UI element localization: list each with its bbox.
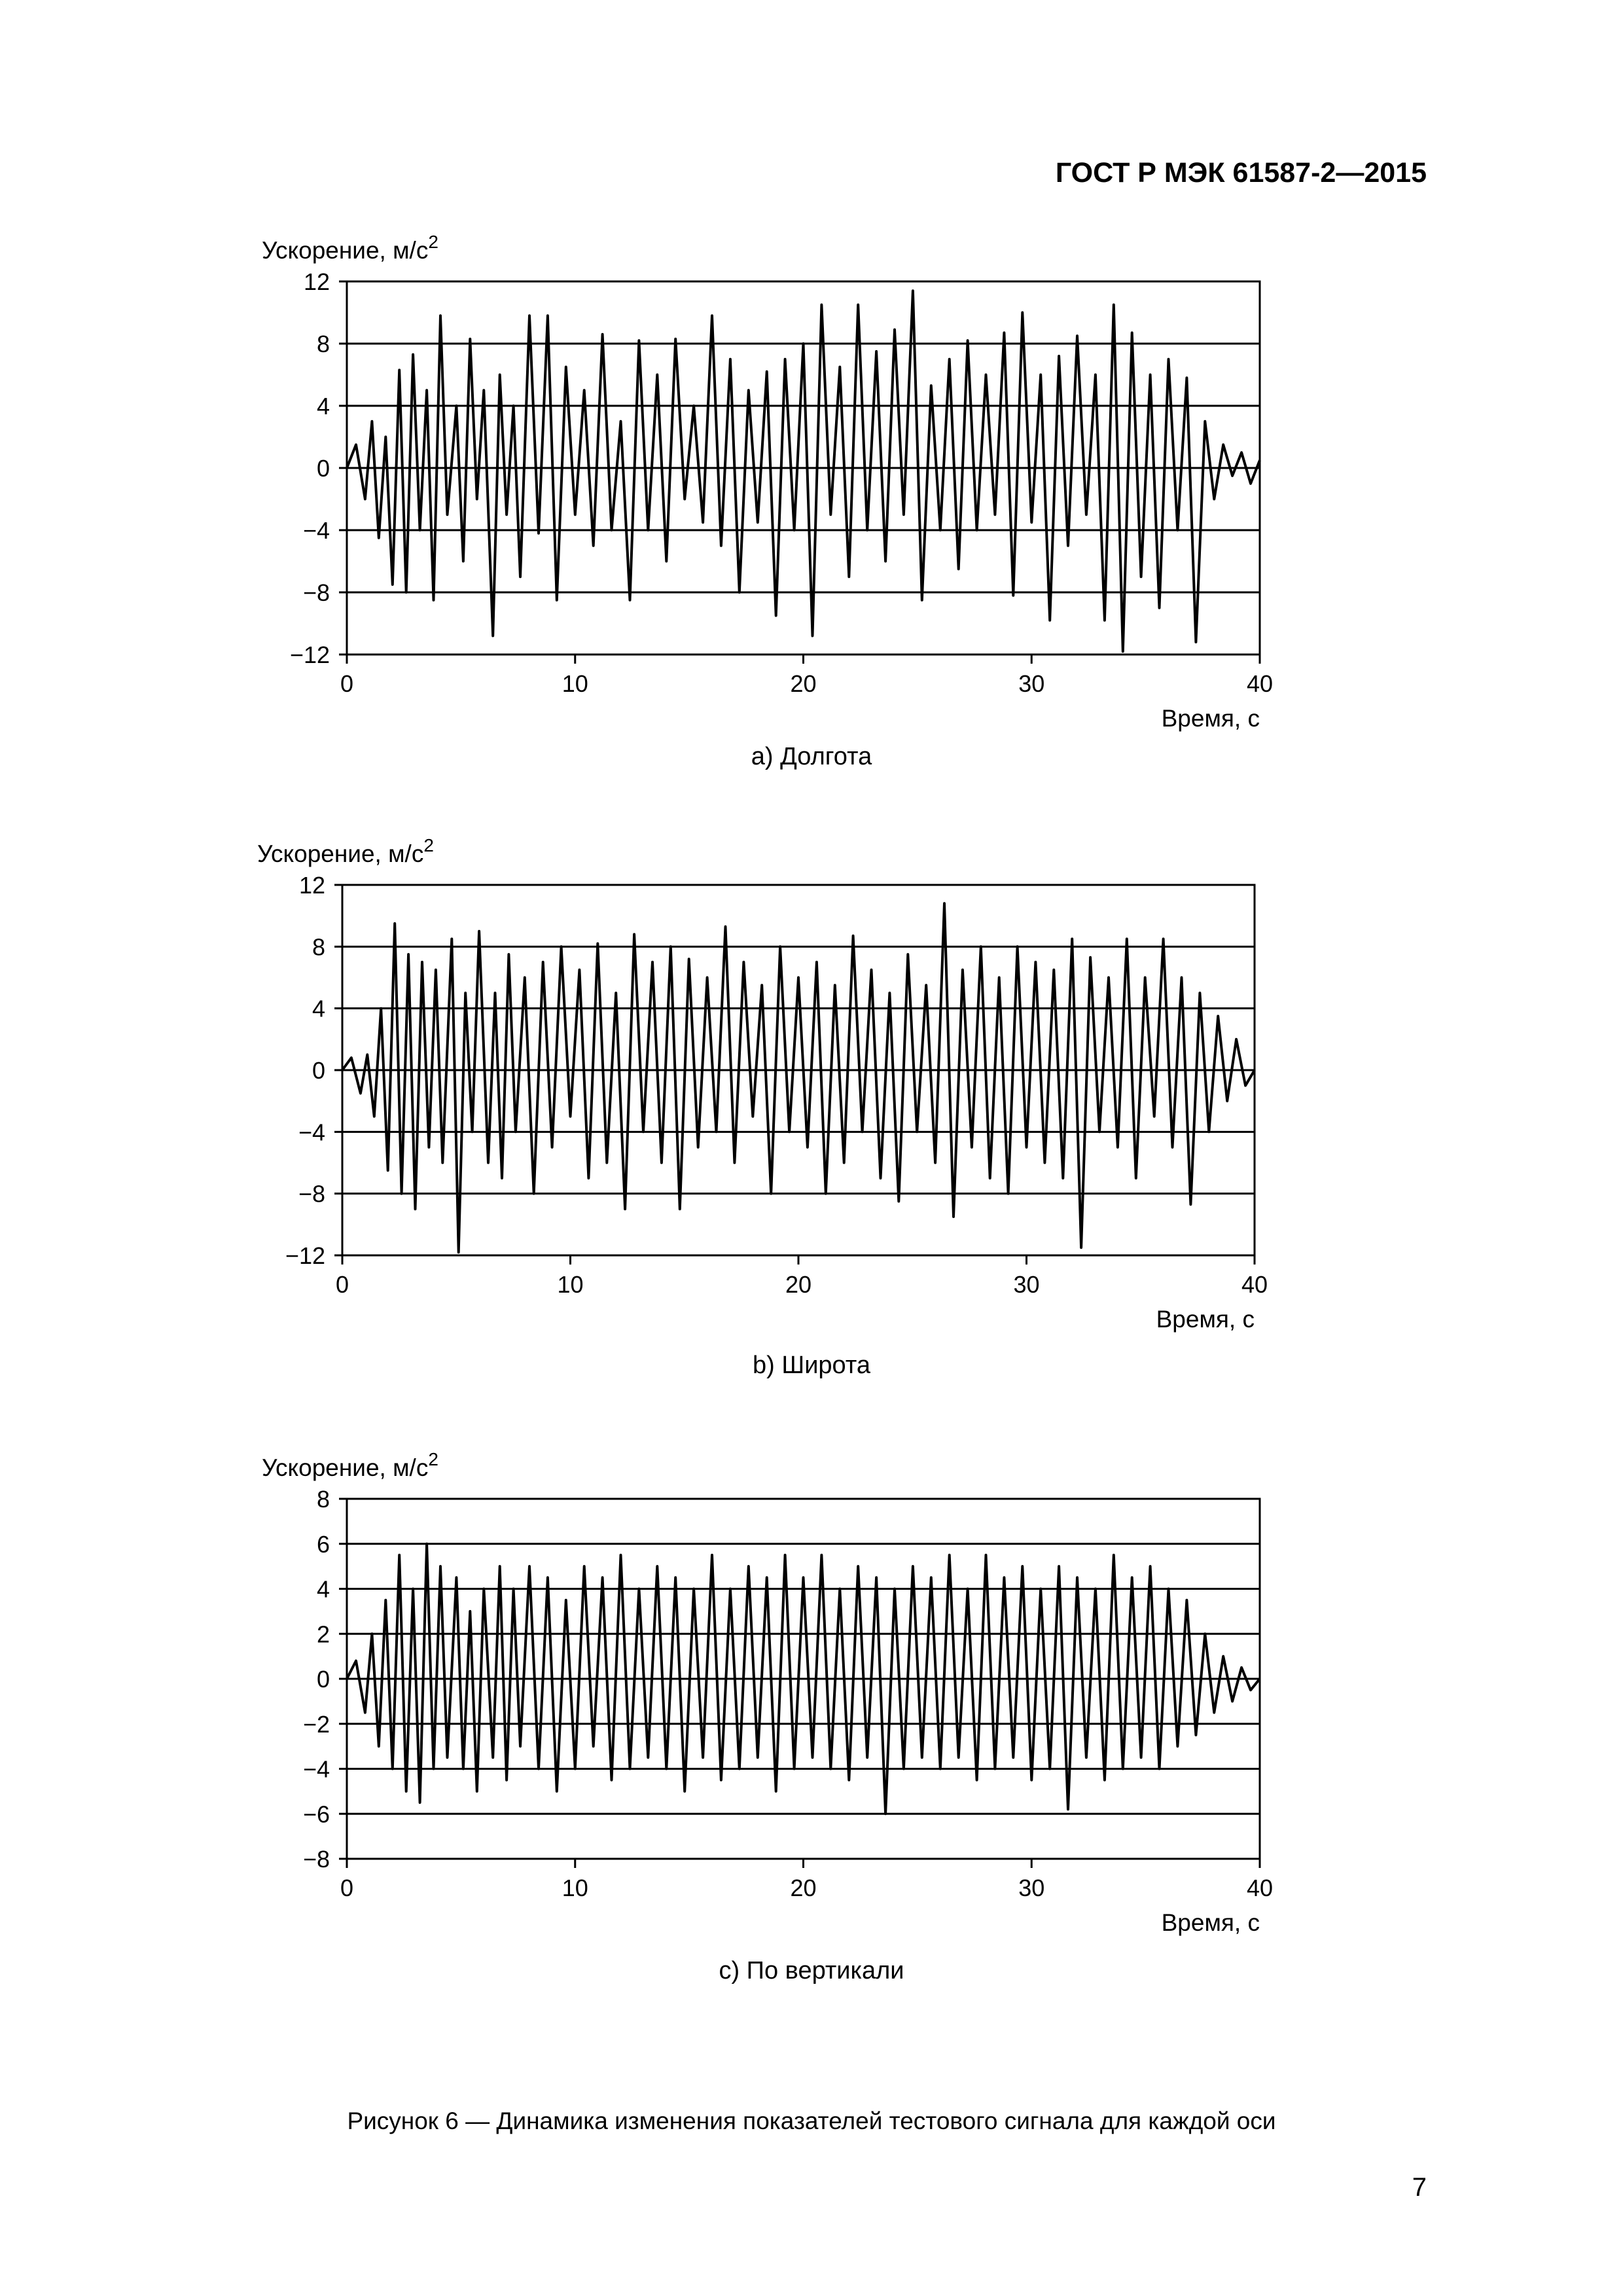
- series-line: [346, 289, 1261, 653]
- series-line: [341, 902, 1256, 1254]
- x-tick-label: 20: [790, 1874, 816, 1901]
- y-tick-label: −4: [298, 1119, 325, 1145]
- chart-caption-vertical: c) По вертикали: [719, 1957, 904, 1984]
- y-tick-label: 0: [317, 1666, 330, 1693]
- y-tick-label: 0: [317, 455, 330, 482]
- page-number: 7: [1412, 2173, 1427, 2202]
- chart-caption-longitude: а) Долгота: [751, 743, 872, 770]
- y-tick-label: −4: [303, 517, 330, 544]
- y-axis-label-superscript: 2: [428, 232, 438, 252]
- x-tick-label: 30: [1018, 1874, 1044, 1901]
- y-tick-label: 4: [312, 996, 325, 1022]
- y-tick-label: −6: [303, 1801, 330, 1827]
- chart-caption-latitude: b) Широта: [753, 1352, 870, 1379]
- x-tick-label: 30: [1018, 670, 1044, 697]
- y-tick-label: 6: [317, 1531, 330, 1558]
- x-axis-label: Время, с: [1156, 1306, 1255, 1333]
- x-tick-label: 40: [1247, 670, 1273, 697]
- y-axis-label: Ускорение, м/с2: [262, 1449, 438, 1481]
- y-tick-label: 8: [317, 331, 330, 357]
- y-axis-label: Ускорение, м/с2: [262, 232, 438, 264]
- y-tick-label: −12: [285, 1242, 325, 1269]
- chart-longitude: −12 −8 −4 0 4 8 12 0 10 20 30 40 Ускорение, м/с2 Врем…: [262, 232, 1273, 732]
- x-tick-label: 0: [340, 670, 353, 697]
- y-tick-label: −8: [298, 1181, 325, 1208]
- y-tick-label: 4: [317, 393, 330, 420]
- y-tick-label: 12: [299, 872, 325, 899]
- x-tick-label: 10: [562, 670, 588, 697]
- y-tick-label: 12: [304, 268, 330, 295]
- y-tick-label: −8: [303, 579, 330, 606]
- y-axis-label-superscript: 2: [423, 835, 434, 855]
- x-tick-label: 20: [785, 1271, 812, 1298]
- y-tick-label: −8: [303, 1846, 330, 1873]
- chart-vertical: −8 −6 −4 −2 0 2 4 6 8 0 10 20 30 40 Ускорение, м/с2 Вре…: [262, 1449, 1273, 1936]
- y-axis-label: Ускорение, м/с2: [257, 835, 434, 867]
- x-tick-label: 30: [1013, 1271, 1039, 1298]
- x-tick-label: 10: [562, 1874, 588, 1901]
- x-tick-label: 40: [1247, 1874, 1273, 1901]
- y-tick-label: 4: [317, 1576, 330, 1603]
- x-tick-label: 40: [1241, 1271, 1268, 1298]
- y-tick-label: −2: [303, 1711, 330, 1738]
- y-tick-label: 2: [317, 1621, 330, 1647]
- x-axis-label: Время, с: [1162, 705, 1260, 732]
- x-tick-label: 0: [340, 1874, 353, 1901]
- x-tick-label: 10: [557, 1271, 583, 1298]
- x-tick-label: 20: [790, 670, 816, 697]
- y-tick-label: 8: [317, 1486, 330, 1513]
- figure-caption: Рисунок 6 — Динамика изменения показател…: [347, 2108, 1276, 2134]
- y-tick-label: −12: [290, 641, 330, 668]
- y-axis-label-superscript: 2: [428, 1449, 438, 1469]
- x-axis-label: Время, с: [1162, 1909, 1260, 1936]
- y-tick-label: 0: [312, 1057, 325, 1084]
- series-line: [346, 1542, 1261, 1816]
- y-tick-label: 8: [312, 933, 325, 960]
- chart-latitude: −12 −8 −4 0 4 8 12 0 10 20 30 40 Ускорение, м/с2 Врем…: [257, 835, 1268, 1333]
- y-tick-label: −4: [303, 1756, 330, 1783]
- x-tick-label: 0: [336, 1271, 349, 1298]
- document-header: ГОСТ Р МЭК 61587-2—2015: [1055, 157, 1427, 188]
